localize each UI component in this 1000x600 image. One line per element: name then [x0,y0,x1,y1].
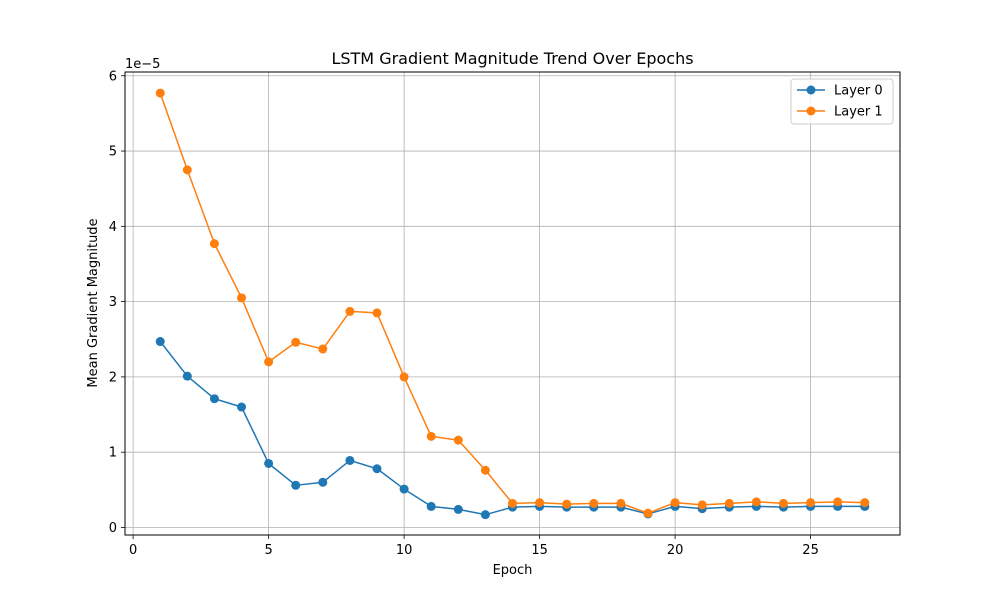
data-point-layer-1 [372,308,382,318]
y-axis-scale-label: 1e−5 [125,57,160,72]
data-point-layer-1 [833,497,843,507]
y-tick-label: 5 [109,145,117,160]
data-point-layer-0 [209,394,219,404]
data-point-layer-0 [345,455,355,465]
legend-marker-layer-0 [806,85,816,95]
data-point-layer-0 [426,501,436,511]
x-tick-label: 25 [802,543,819,558]
legend-marker-layer-1 [806,106,816,116]
axes-frame [124,71,901,536]
x-tick-label: 10 [396,543,413,558]
data-point-layer-0 [237,402,247,412]
data-point-layer-1 [453,435,463,445]
y-tick-label: 6 [109,69,117,84]
data-point-layer-1 [480,465,490,475]
data-point-layer-0 [318,477,328,487]
series-layer [155,88,870,520]
x-tick-label: 5 [264,543,272,558]
data-point-layer-1 [535,498,545,508]
y-tick-label: 2 [109,370,117,385]
data-point-layer-1 [426,431,436,441]
data-point-layer-1 [643,508,653,518]
legend-label-layer-0: Layer 0 [834,84,883,99]
legend-label-layer-1: Layer 1 [834,105,883,120]
data-point-layer-1 [697,500,707,510]
y-axis-label: Mean Gradient Magnitude [86,218,101,387]
data-point-layer-0 [399,484,409,494]
axis-ticks: 0 5 10 15 20 25 0 1 2 3 4 5 6 [109,69,819,558]
data-point-layer-1 [155,88,165,98]
y-tick-label: 4 [109,220,117,235]
data-point-layer-0 [453,504,463,514]
data-point-layer-1 [778,498,788,508]
data-point-layer-1 [264,357,274,367]
data-point-layer-0 [182,371,192,381]
grid-lines [125,72,900,535]
x-tick-label: 20 [667,543,684,558]
data-point-layer-1 [562,499,572,509]
data-point-layer-1 [318,344,328,354]
data-point-layer-0 [264,458,274,468]
data-point-layer-0 [372,464,382,474]
data-point-layer-1 [670,498,680,508]
data-point-layer-1 [237,293,247,303]
y-tick-label: 1 [109,446,117,461]
y-tick-label: 0 [109,521,117,536]
data-point-layer-1 [860,498,870,508]
y-tick-label: 3 [109,295,117,310]
series-layer-1 [155,88,870,518]
x-tick-label: 15 [531,543,548,558]
data-point-layer-1 [399,372,409,382]
x-tick-label: 0 [129,543,137,558]
data-point-layer-1 [589,498,599,508]
data-point-layer-0 [291,480,301,490]
data-point-layer-1 [806,498,816,508]
data-point-layer-1 [616,498,626,508]
x-axis-label: Epoch [493,563,533,578]
legend: Layer 0 Layer 1 [790,78,894,125]
data-point-layer-1 [345,306,355,316]
data-point-layer-1 [209,239,219,249]
data-point-layer-0 [155,337,165,347]
chart-title: LSTM Gradient Magnitude Trend Over Epoch… [331,49,693,68]
data-point-layer-1 [508,498,517,508]
data-point-layer-1 [182,165,192,175]
data-point-layer-1 [751,497,761,507]
data-point-layer-0 [480,510,490,520]
data-point-layer-1 [291,337,301,347]
data-point-layer-1 [724,498,734,508]
